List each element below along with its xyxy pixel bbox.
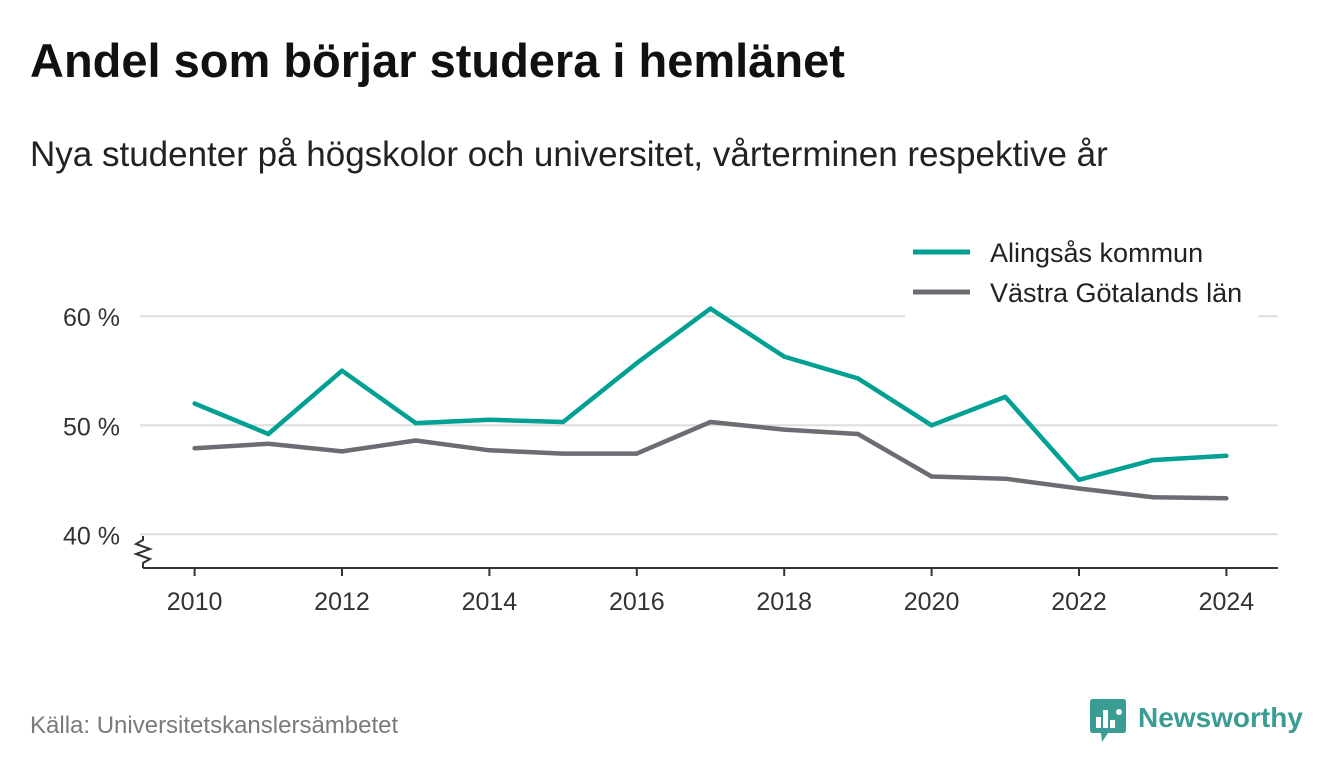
logo-text: Newsworthy: [1138, 702, 1303, 733]
x-tick-label-2014: 2014: [462, 588, 518, 616]
y-tick-label-50: 50 %: [63, 413, 120, 441]
series: [192, 306, 1229, 501]
data-point-vastra-gotalands-lan-2016: [634, 451, 639, 456]
chart-title: Andel som börjar studera i hemlänet: [30, 34, 845, 87]
x-tick-label-2012: 2012: [314, 588, 370, 616]
data-point-vastra-gotalands-lan-2017: [708, 419, 713, 425]
x-tick-labels: 2010 2012 2014 2016 2018 2020 2022 2024: [167, 588, 1255, 616]
series-line-vastra-gotalands-lan: [194, 419, 1227, 501]
data-point-vastra-gotalands-lan-2021: [1003, 476, 1008, 481]
data-point-vastra-gotalands-lan-2013: [413, 438, 418, 443]
data-point-alingsas-kommun-2021: [1003, 394, 1008, 400]
data-point-vastra-gotalands-lan-2018: [782, 427, 787, 432]
x-tick-label-2010: 2010: [167, 588, 223, 616]
x-tick-label-2018: 2018: [756, 588, 812, 616]
data-point-alingsas-kommun-2011: [266, 431, 271, 437]
data-point-alingsas-kommun-2022: [1076, 477, 1082, 482]
data-point-vastra-gotalands-lan-2015: [560, 451, 566, 456]
data-point-vastra-gotalands-lan-2014: [487, 448, 492, 453]
x-axis: [133, 536, 1278, 576]
data-point-alingsas-kommun-2018: [782, 354, 787, 359]
data-point-vastra-gotalands-lan-2024: [1224, 496, 1229, 501]
data-point-alingsas-kommun-2020: [929, 423, 934, 428]
data-point-alingsas-kommun-2012: [339, 368, 345, 373]
data-point-alingsas-kommun-2015: [560, 419, 566, 425]
data-point-alingsas-kommun-2017: [708, 306, 713, 311]
x-tick-label-2022: 2022: [1051, 588, 1107, 616]
source-note: Källa: Universitetskanslersämbetet: [30, 712, 399, 739]
data-point-vastra-gotalands-lan-2022: [1076, 486, 1082, 491]
data-point-vastra-gotalands-lan-2010: [192, 446, 197, 451]
newsworthy-logo: Newsworthy: [1090, 699, 1306, 743]
y-tick-label-60: 60 %: [63, 304, 120, 332]
data-point-vastra-gotalands-lan-2023: [1150, 495, 1155, 500]
data-point-vastra-gotalands-lan-2019: [855, 431, 861, 437]
series-line-alingsas-kommun: [193, 306, 1227, 483]
data-point-vastra-gotalands-lan-2020: [929, 474, 934, 479]
y-tick-label-40: 40 %: [63, 522, 120, 550]
data-point-alingsas-kommun-2024: [1224, 453, 1229, 458]
data-point-alingsas-kommun-2014: [487, 417, 492, 422]
newsworthy-chart-bubble-icon: [1090, 699, 1126, 742]
data-point-vastra-gotalands-lan-2012: [339, 449, 345, 454]
legend-label-vastra-gotalands-lan: Västra Götalands län: [990, 278, 1242, 308]
x-tick-label-2016: 2016: [609, 588, 665, 616]
legend: Alingsås kommun Västra Götalands län: [913, 238, 1242, 308]
x-tick-label-2024: 2024: [1199, 588, 1255, 616]
data-point-alingsas-kommun-2013: [413, 420, 418, 426]
data-point-alingsas-kommun-2010: [192, 401, 197, 406]
gridlines: [140, 315, 1278, 536]
legend-label-alingsas-kommun: Alingsås kommun: [990, 238, 1203, 268]
x-tick-label-2020: 2020: [904, 588, 960, 616]
y-tick-labels: 40 % 50 % 60 %: [63, 304, 120, 550]
chart-subtitle: Nya studenter på högskolor och universit…: [30, 135, 1108, 174]
data-point-alingsas-kommun-2023: [1150, 457, 1155, 463]
legend-background: [905, 228, 1258, 318]
data-point-alingsas-kommun-2016: [634, 360, 639, 366]
data-point-vastra-gotalands-lan-2011: [266, 441, 271, 446]
data-point-alingsas-kommun-2019: [855, 376, 861, 381]
y-axis-break-icon: [133, 536, 153, 568]
